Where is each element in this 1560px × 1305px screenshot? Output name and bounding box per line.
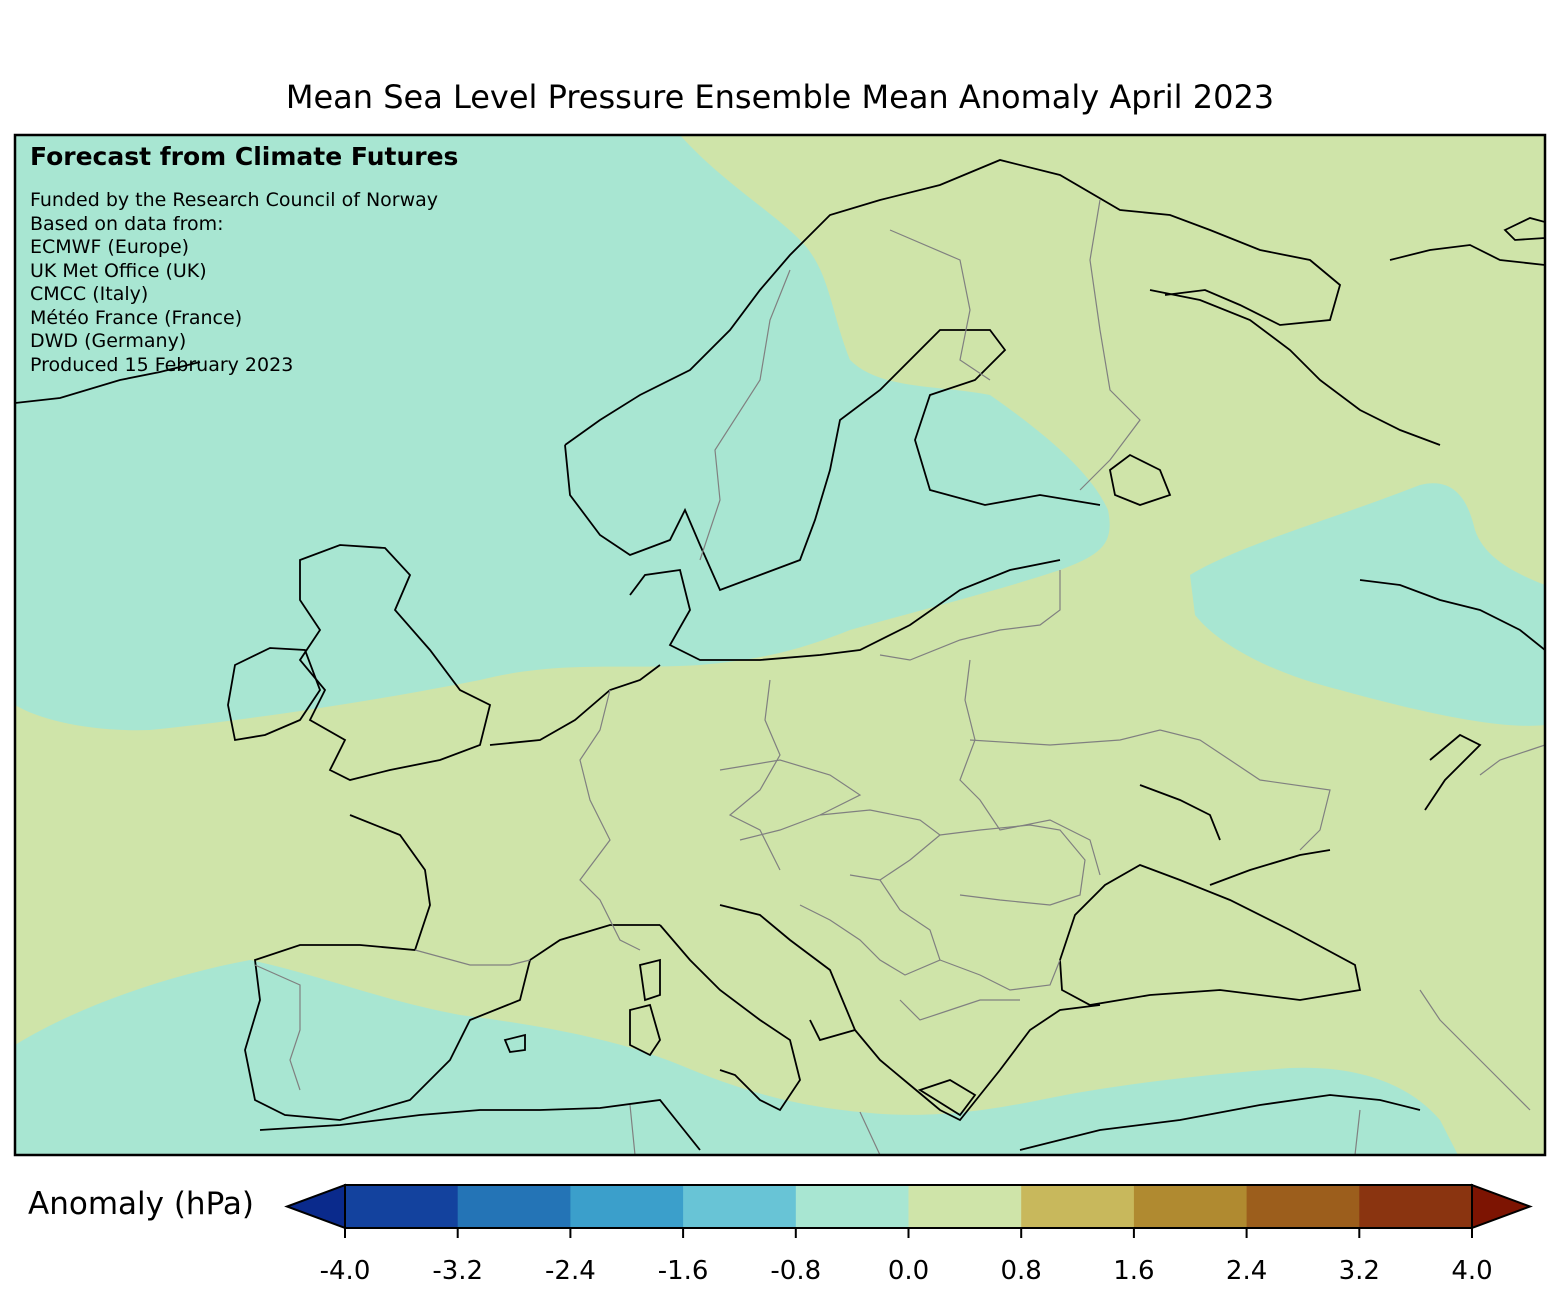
anomaly-negative-region-east	[1190, 483, 1545, 726]
colorbar-tick-label: -3.2	[432, 1256, 484, 1286]
colorbar-label: Anomaly (hPa)	[28, 1186, 254, 1222]
colorbar-segment	[1246, 1185, 1360, 1228]
colorbar-tick-label: -0.8	[770, 1256, 822, 1286]
colorbar-segment	[345, 1185, 459, 1228]
anomaly-negative-region-north-atlantic	[15, 135, 1110, 731]
colorbar-tick-label: 0.8	[1000, 1256, 1042, 1286]
credit-line: CMCC (Italy)	[30, 283, 149, 305]
colorbar-segment	[1021, 1185, 1135, 1228]
credit-line: Produced 15 February 2023	[30, 353, 294, 376]
credit-line: Météo France (France)	[30, 306, 243, 329]
colorbar-segment	[683, 1185, 797, 1228]
colorbar-tick-label: -4.0	[319, 1256, 371, 1286]
colorbar-tick-label: 2.4	[1225, 1256, 1268, 1286]
credit-line: ECMWF (Europe)	[30, 236, 190, 258]
credit-box: Forecast from Climate Futures Funded by …	[30, 142, 458, 377]
colorbar-tick-label: 0.0	[887, 1256, 930, 1286]
map-title: Mean Sea Level Pressure Ensemble Mean An…	[285, 78, 1275, 116]
colorbar-segment	[570, 1185, 684, 1228]
coastlines	[15, 159, 1545, 1151]
colorbar-extend-low	[284, 1183, 346, 1230]
colorbar-tick-label: 4.0	[1451, 1256, 1493, 1286]
credit-line: UK Met Office (UK)	[30, 259, 207, 282]
credit-line: Based on data from:	[30, 212, 224, 235]
colorbar-segment	[908, 1185, 1022, 1228]
credit-line: Funded by the Research Council of Norway	[30, 189, 439, 211]
colorbar-tick-label: -1.6	[657, 1256, 709, 1286]
map-frame	[13, 133, 1547, 1157]
credit-line: DWD (Germany)	[30, 330, 187, 352]
colorbar-tick-label: -2.4	[545, 1256, 596, 1286]
anomaly-negative-region-mediterranean	[15, 960, 1458, 1155]
colorbar-segment	[1133, 1185, 1248, 1228]
colorbar	[284, 1183, 1533, 1238]
colorbar-segment	[457, 1185, 571, 1228]
colorbar-segment	[1359, 1185, 1473, 1228]
colorbar-tick-label: 3.2	[1338, 1256, 1380, 1286]
credit-heading: Forecast from Climate Futures	[30, 142, 459, 171]
colorbar-segment	[795, 1185, 909, 1228]
colorbar-extend-high	[1471, 1183, 1533, 1230]
country-borders	[254, 199, 1545, 1155]
colorbar-tick-label: 1.6	[1113, 1256, 1155, 1286]
